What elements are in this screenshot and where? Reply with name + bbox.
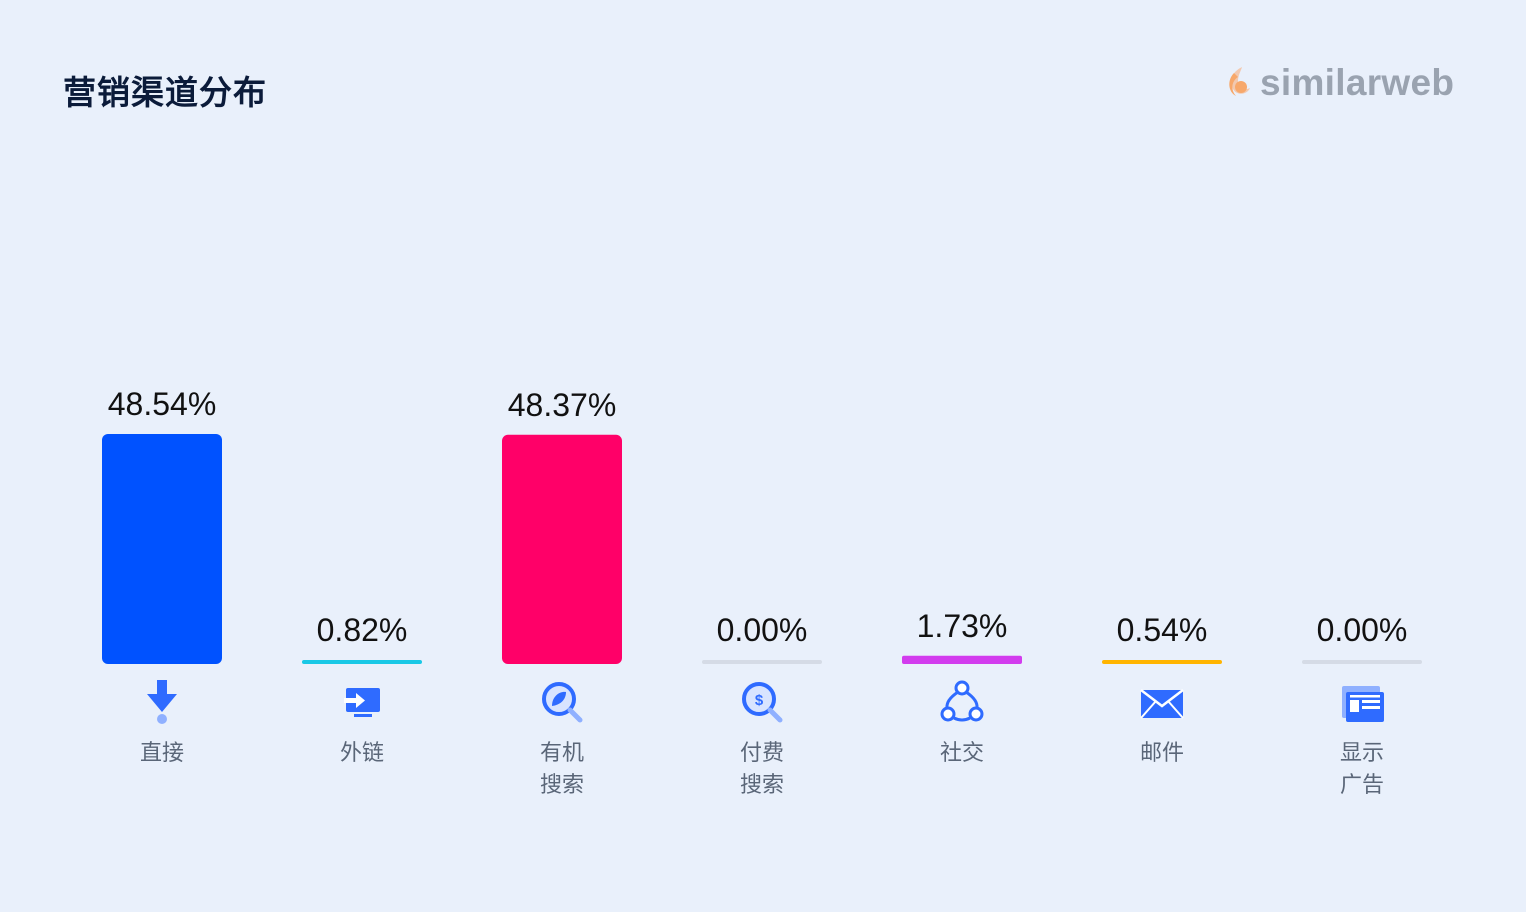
display-ads-icon [1342, 686, 1384, 722]
paid-search-icon: $ [742, 682, 783, 723]
bar-3 [702, 660, 822, 664]
bar-1 [302, 660, 422, 664]
svg-text:$: $ [755, 692, 764, 709]
category-label: 广告 [1340, 773, 1384, 798]
page-title: 营销渠道分布 [63, 73, 267, 112]
category-label: 搜索 [540, 773, 584, 798]
similarweb-logo: similarweb [1224, 62, 1454, 104]
bar-value-label: 48.37% [508, 387, 617, 423]
bar-0 [102, 434, 222, 664]
category-label: 社交 [940, 741, 984, 766]
organic-search-icon [542, 682, 583, 723]
similarweb-logo-icon [1229, 67, 1250, 96]
bar-value-label: 48.54% [108, 386, 217, 422]
bar-value-label: 0.00% [1317, 612, 1408, 648]
brand-name: similarweb [1260, 62, 1455, 103]
category-label: 邮件 [1140, 741, 1184, 766]
bar-value-label: 0.54% [1117, 612, 1208, 648]
category-label: 有机 [540, 741, 584, 766]
category-label: 显示 [1340, 741, 1384, 766]
category-label: 付费 [740, 741, 784, 766]
bar-value-label: 0.00% [717, 612, 808, 648]
referral-monitor-icon [344, 688, 380, 717]
bar-6 [1302, 660, 1422, 664]
bar-2 [502, 434, 622, 664]
email-envelope-icon [1140, 689, 1184, 719]
bar-4 [902, 655, 1022, 664]
category-label: 搜索 [740, 773, 784, 798]
bar-value-label: 0.82% [317, 612, 408, 648]
bar-value-label: 1.73% [917, 608, 1008, 644]
direct-arrow-icon [147, 680, 177, 724]
bar-5 [1102, 660, 1222, 664]
social-network-icon [940, 680, 984, 722]
category-label: 直接 [140, 741, 184, 766]
category-label: 外链 [340, 741, 384, 766]
